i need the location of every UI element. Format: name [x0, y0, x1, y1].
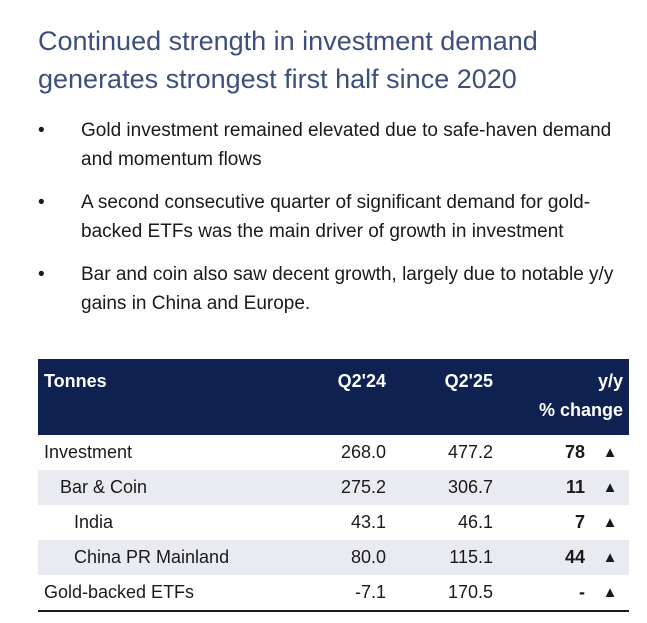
bullet-text: A second consecutive quarter of signific… — [81, 192, 591, 242]
header-q2-25: Q2'25 — [444, 371, 493, 391]
row-q2-25: 170.5 — [392, 575, 499, 612]
table-header: Tonnes Q2'24 Q2'25 y/y % change — [38, 359, 629, 435]
row-label: Gold-backed ETFs — [38, 575, 300, 612]
investment-table: Tonnes Q2'24 Q2'25 y/y % change Investme… — [38, 359, 629, 612]
bullet-list: • Gold investment remained elevated due … — [38, 116, 638, 332]
up-arrow-icon: ▲ — [602, 514, 618, 531]
row-q2-25: 115.1 — [449, 547, 493, 567]
row-change: 11 — [565, 477, 585, 497]
row-q2-24: 80.0 — [350, 547, 386, 567]
table-body: Investment 268.0 477.2 78 ▲ Bar & Coin 2… — [38, 435, 629, 612]
table-row: Investment 268.0 477.2 78 ▲ — [38, 435, 629, 470]
row-q2-24: 275.2 — [340, 477, 386, 497]
row-q2-24: 268.0 — [340, 442, 386, 462]
row-label: China PR Mainland — [74, 547, 230, 567]
row-q2-25: 306.7 — [447, 477, 493, 497]
row-q2-25: 477.2 — [447, 442, 493, 462]
table-row: India 43.1 46.1 7 ▲ — [38, 505, 629, 540]
bullet-dot-icon: • — [38, 192, 45, 213]
header-yy-line1: y/y — [597, 371, 623, 391]
bullet-item: • Gold investment remained elevated due … — [38, 116, 638, 174]
row-label: Investment — [44, 442, 133, 462]
bullet-item: • Bar and coin also saw decent growth, l… — [38, 260, 638, 318]
up-arrow-icon: ▲ — [602, 549, 618, 566]
bullet-dot-icon: • — [38, 120, 45, 141]
row-change: 44 — [564, 547, 585, 567]
row-q2-24: 43.1 — [350, 512, 386, 532]
row-q2-24: -7.1 — [300, 575, 392, 612]
bullet-text: Gold investment remained elevated due to… — [81, 120, 612, 170]
row-label: Bar & Coin — [60, 477, 148, 497]
up-arrow-icon: ▲ — [591, 575, 629, 612]
row-change: - — [499, 575, 591, 612]
up-arrow-icon: ▲ — [602, 479, 618, 496]
table-row: China PR Mainland 80.0 115.1 44 ▲ — [38, 540, 629, 575]
header-q2-24: Q2'24 — [337, 371, 386, 391]
header-tonnes: Tonnes — [44, 371, 107, 391]
row-label: India — [74, 512, 114, 532]
up-arrow-icon: ▲ — [602, 444, 618, 461]
row-q2-25: 46.1 — [457, 512, 493, 532]
bullet-dot-icon: • — [38, 264, 45, 285]
table-header-row: Tonnes Q2'24 Q2'25 y/y % change — [38, 359, 629, 435]
table-row: Gold-backed ETFs -7.1 170.5 - ▲ — [38, 575, 629, 612]
bullet-text: Bar and coin also saw decent growth, lar… — [81, 264, 614, 314]
header-yy-line2: % change — [538, 400, 623, 420]
page-title: Continued strength in investment demand … — [38, 26, 538, 94]
bullet-item: • A second consecutive quarter of signif… — [38, 188, 638, 246]
row-change: 78 — [564, 442, 585, 462]
row-change: 7 — [574, 512, 585, 532]
table-row: Bar & Coin 275.2 306.7 11 ▲ — [38, 470, 629, 505]
header-yy-change: y/y % change — [499, 359, 629, 435]
